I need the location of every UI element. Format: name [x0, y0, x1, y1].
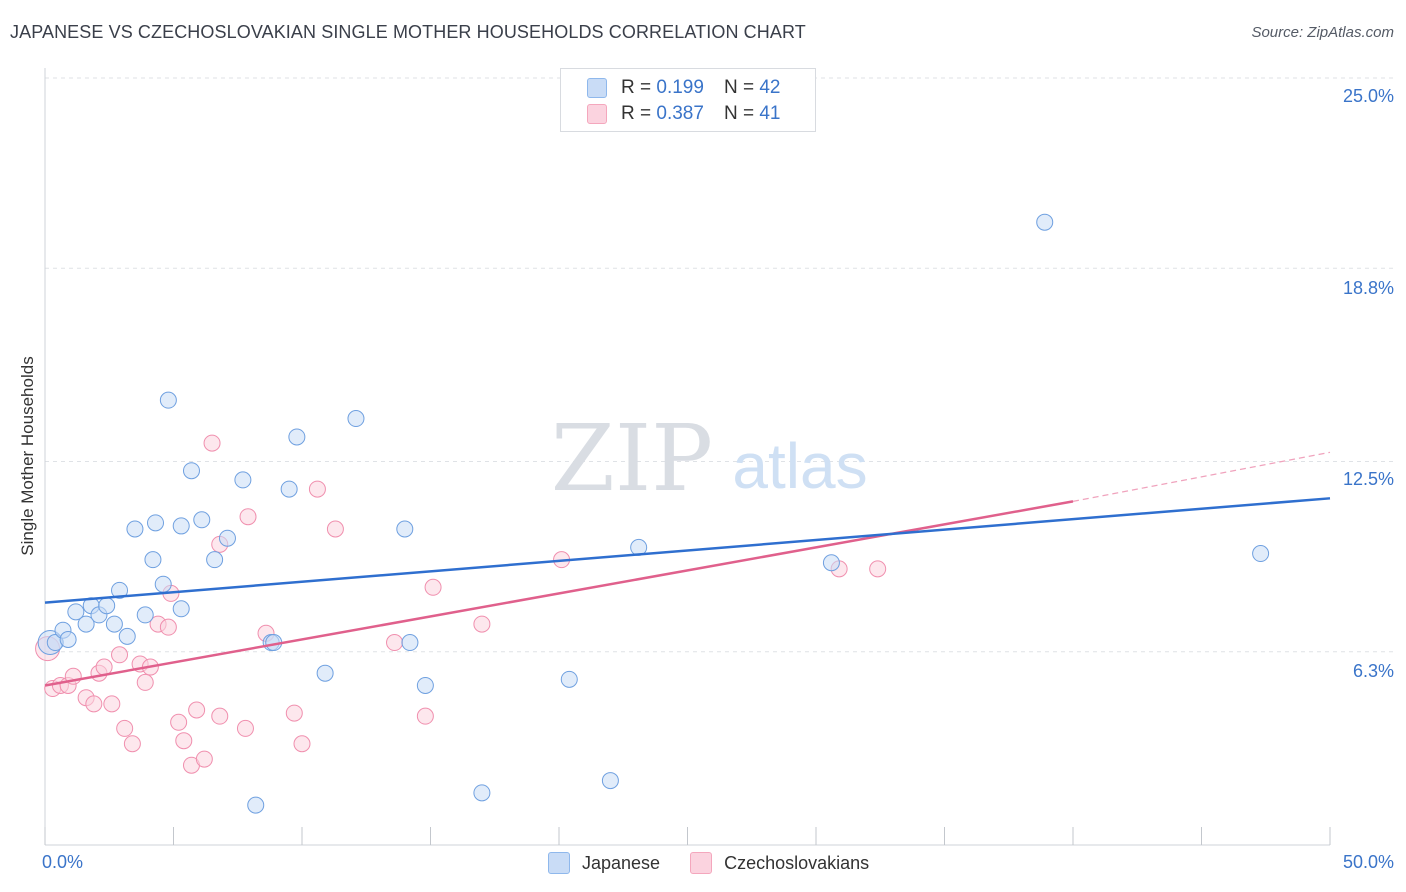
- legend-row-czechoslovakians: R = 0.387 N = 41: [587, 101, 780, 127]
- japanese-point: [126, 520, 144, 538]
- japanese-point: [601, 772, 619, 790]
- czechoslovakians-point: [136, 673, 154, 691]
- czechoslovakians-point: [473, 615, 491, 633]
- japanese-point: [288, 428, 306, 446]
- japanese-point: [316, 664, 334, 682]
- czechoslovakians-point: [188, 701, 206, 719]
- japanese-point: [136, 606, 154, 624]
- japanese-point: [67, 603, 85, 621]
- czechoslovakians-point: [175, 732, 193, 750]
- legend-swatch: [587, 78, 607, 98]
- czechoslovakians-point: [211, 707, 229, 725]
- chart-title: JAPANESE VS CZECHOSLOVAKIAN SINGLE MOTHE…: [10, 22, 806, 42]
- japanese-point: [1252, 545, 1270, 563]
- n-label: N =: [723, 103, 755, 124]
- axes: [44, 68, 1331, 846]
- czechoslovakians-point: [416, 707, 434, 725]
- japanese-point: [1036, 213, 1054, 231]
- japanese-point: [347, 410, 365, 428]
- n-value: 42: [759, 77, 781, 98]
- japanese-point: [396, 520, 414, 538]
- czechoslovakians-point: [116, 719, 134, 737]
- japanese-point: [182, 462, 200, 480]
- czechoslovakians-point: [159, 618, 177, 636]
- japanese-point: [118, 627, 136, 645]
- r-value: 0.387: [656, 103, 704, 124]
- n-label: N =: [723, 77, 755, 98]
- japanese-point: [560, 670, 578, 688]
- r-label: R =: [621, 103, 652, 124]
- japanese-point: [473, 784, 491, 802]
- japanese-point: [218, 529, 236, 547]
- x-tick-label: 0.0%: [42, 852, 84, 872]
- japanese-point: [105, 615, 123, 633]
- y-tick-label: 18.8%: [1342, 278, 1394, 298]
- czechoslovakians-point: [195, 750, 213, 768]
- japanese-point: [206, 551, 224, 569]
- czechoslovakians-point: [123, 735, 141, 753]
- n-value: 41: [759, 103, 781, 124]
- czechoslovakians-point: [293, 735, 311, 753]
- x-tick-label: 50.0%: [1342, 852, 1394, 872]
- japanese-point: [234, 471, 252, 489]
- japanese-point: [416, 676, 434, 694]
- japanese-points: [37, 213, 1270, 814]
- japanese-point: [59, 630, 77, 648]
- czechoslovakians-point: [111, 646, 129, 664]
- czechoslovakians-trend-extension: [1072, 451, 1331, 502]
- legend-label: Czechoslovakians: [724, 852, 870, 873]
- japanese-trend-line: [44, 497, 1331, 604]
- czechoslovakians-point: [85, 695, 103, 713]
- czechoslovakians-point: [308, 480, 326, 498]
- watermark-zip: ZIP: [551, 405, 713, 512]
- czechoslovakians-point: [424, 578, 442, 596]
- y-tick-label: 12.5%: [1342, 469, 1394, 489]
- r-value: 0.199: [656, 77, 704, 98]
- legend-item-czechoslovakians: Czechoslovakians: [690, 852, 869, 874]
- japanese-point: [247, 796, 265, 814]
- japanese-point: [280, 480, 298, 498]
- legend-item-japanese: Japanese: [548, 852, 660, 874]
- japanese-point: [154, 575, 172, 593]
- czechoslovakians-point: [170, 713, 188, 731]
- stats-legend: R = 0.199 N = 42 R = 0.387 N = 41: [560, 68, 816, 132]
- y-tick-label: 6.3%: [1352, 661, 1394, 681]
- legend-swatch: [690, 852, 713, 874]
- japanese-point: [401, 634, 419, 652]
- legend-swatch: [548, 852, 570, 874]
- trend-lines: [44, 451, 1331, 687]
- czechoslovakians-point: [285, 704, 303, 722]
- japanese-point: [147, 514, 165, 532]
- y-axis-label: Single Mother Households: [18, 356, 37, 556]
- czechoslovakians-point: [326, 520, 344, 538]
- czechoslovakians-point: [203, 434, 221, 452]
- series-legend: Japanese Czechoslovakians: [548, 852, 899, 874]
- japanese-point: [822, 554, 840, 572]
- legend-label: Japanese: [582, 852, 661, 873]
- czechoslovakians-point: [103, 695, 121, 713]
- japanese-point: [193, 511, 211, 529]
- czechoslovakians-trend-line: [44, 500, 1074, 687]
- japanese-point: [172, 600, 190, 618]
- czechoslovakians-point: [869, 560, 887, 578]
- japanese-point: [172, 517, 190, 535]
- watermark-atlas: atlas: [732, 430, 867, 502]
- japanese-point: [77, 615, 95, 633]
- czechoslovakians-point: [386, 634, 404, 652]
- japanese-point: [98, 597, 116, 615]
- czechoslovakians-point: [239, 508, 257, 526]
- r-label: R =: [621, 77, 652, 98]
- legend-swatch: [587, 104, 607, 124]
- source-label: Source: ZipAtlas.com: [1251, 24, 1394, 41]
- y-tick-label: 25.0%: [1342, 86, 1394, 106]
- legend-row-japanese: R = 0.199 N = 42: [587, 75, 780, 101]
- czechoslovakians-point: [236, 719, 254, 737]
- japanese-point: [159, 391, 177, 409]
- japanese-point: [111, 581, 129, 599]
- japanese-point: [144, 551, 162, 569]
